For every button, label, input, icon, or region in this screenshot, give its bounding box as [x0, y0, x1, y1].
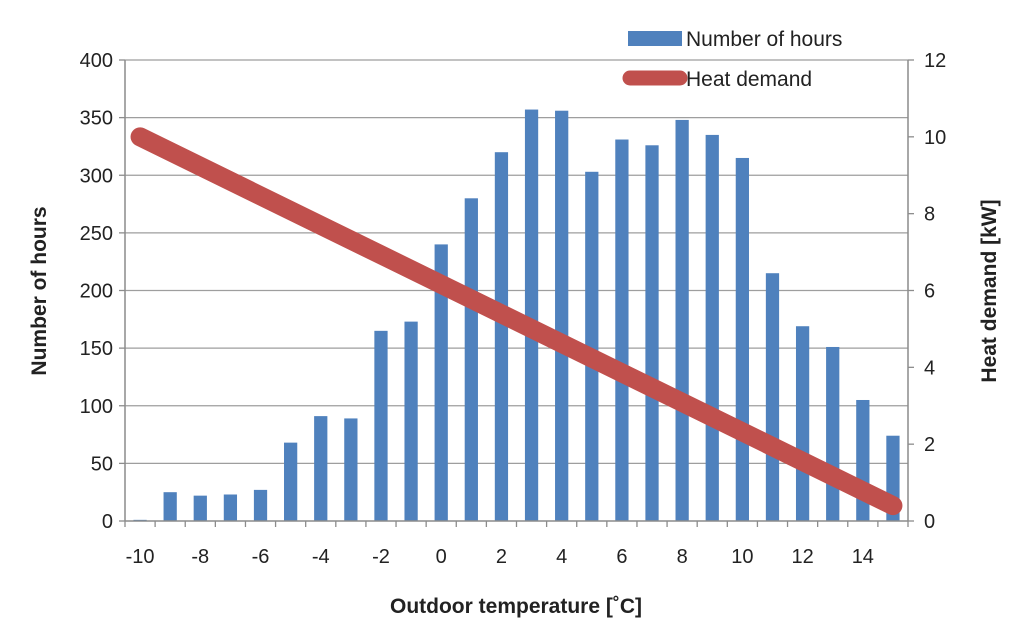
left-y-axis-title: Number of hours — [28, 206, 51, 375]
legend: Number of hours Heat demand — [622, 28, 842, 91]
bar — [555, 110, 569, 522]
x-tick-label: -8 — [191, 546, 209, 568]
x-tick-label: -10 — [126, 546, 155, 568]
bar — [826, 346, 840, 521]
bar — [223, 494, 238, 521]
left-y-tick-label: 250 — [80, 223, 113, 245]
bar — [494, 152, 509, 521]
right-y-tick-label: 6 — [924, 281, 935, 303]
bar — [735, 157, 749, 521]
left-y-tick-label: 200 — [80, 281, 113, 303]
bar — [434, 244, 448, 521]
left-y-tick-label: 150 — [80, 338, 113, 360]
right-y-tick-label: 10 — [924, 127, 946, 149]
left-y-tick-label: 100 — [80, 396, 113, 418]
bar — [645, 145, 659, 521]
bar — [253, 489, 268, 521]
x-tick-label: -6 — [252, 546, 270, 568]
bar — [404, 321, 418, 521]
legend-label-heat-demand: Heat demand — [686, 68, 812, 91]
bar — [284, 442, 298, 521]
legend-label-number-of-hours: Number of hours — [686, 28, 842, 51]
x-tick-label: 8 — [677, 546, 688, 568]
x-tick-label: 4 — [556, 546, 567, 568]
left-y-tick-label: 300 — [80, 165, 113, 187]
x-tick-label: 10 — [731, 546, 753, 568]
bar — [705, 134, 719, 521]
heat-demand-line — [130, 127, 903, 516]
right-y-axis-title: Heat demand [kW] — [978, 199, 1001, 382]
x-axis-title: Outdoor temperature [˚C] — [390, 595, 642, 618]
legend-swatch-number-of-hours — [628, 31, 682, 46]
x-tick-label: 2 — [496, 546, 507, 568]
bar — [675, 119, 689, 522]
bar — [795, 326, 810, 521]
bar — [765, 273, 780, 521]
gridlines — [125, 59, 908, 465]
bar — [344, 418, 358, 521]
left-y-tick-label: 50 — [91, 453, 113, 475]
x-tick-label: -4 — [312, 546, 330, 568]
bars-number-of-hours — [133, 109, 900, 522]
x-tick-label: 6 — [616, 546, 627, 568]
x-tick-label: -2 — [372, 546, 390, 568]
bar — [524, 109, 539, 522]
axes — [119, 59, 914, 527]
bar — [615, 139, 629, 521]
bar — [464, 198, 478, 522]
right-y-tick-label: 12 — [924, 50, 946, 72]
right-y-tick-label: 8 — [924, 204, 935, 226]
x-tick-label: 12 — [791, 546, 813, 568]
bar — [314, 416, 328, 521]
left-y-tick-label: 350 — [80, 108, 113, 130]
right-y-tick-label: 0 — [924, 511, 935, 533]
left-y-tick-label: 400 — [80, 50, 113, 72]
x-tick-label: 14 — [852, 546, 874, 568]
line-heat-demand — [130, 127, 903, 516]
bar — [374, 330, 388, 521]
right-y-tick-label: 4 — [924, 357, 935, 379]
left-y-tick-label: 0 — [102, 511, 113, 533]
right-y-tick-label: 2 — [924, 434, 935, 456]
bar — [193, 495, 207, 521]
bar — [585, 171, 599, 522]
bar — [163, 492, 177, 521]
x-tick-label: 0 — [436, 546, 447, 568]
